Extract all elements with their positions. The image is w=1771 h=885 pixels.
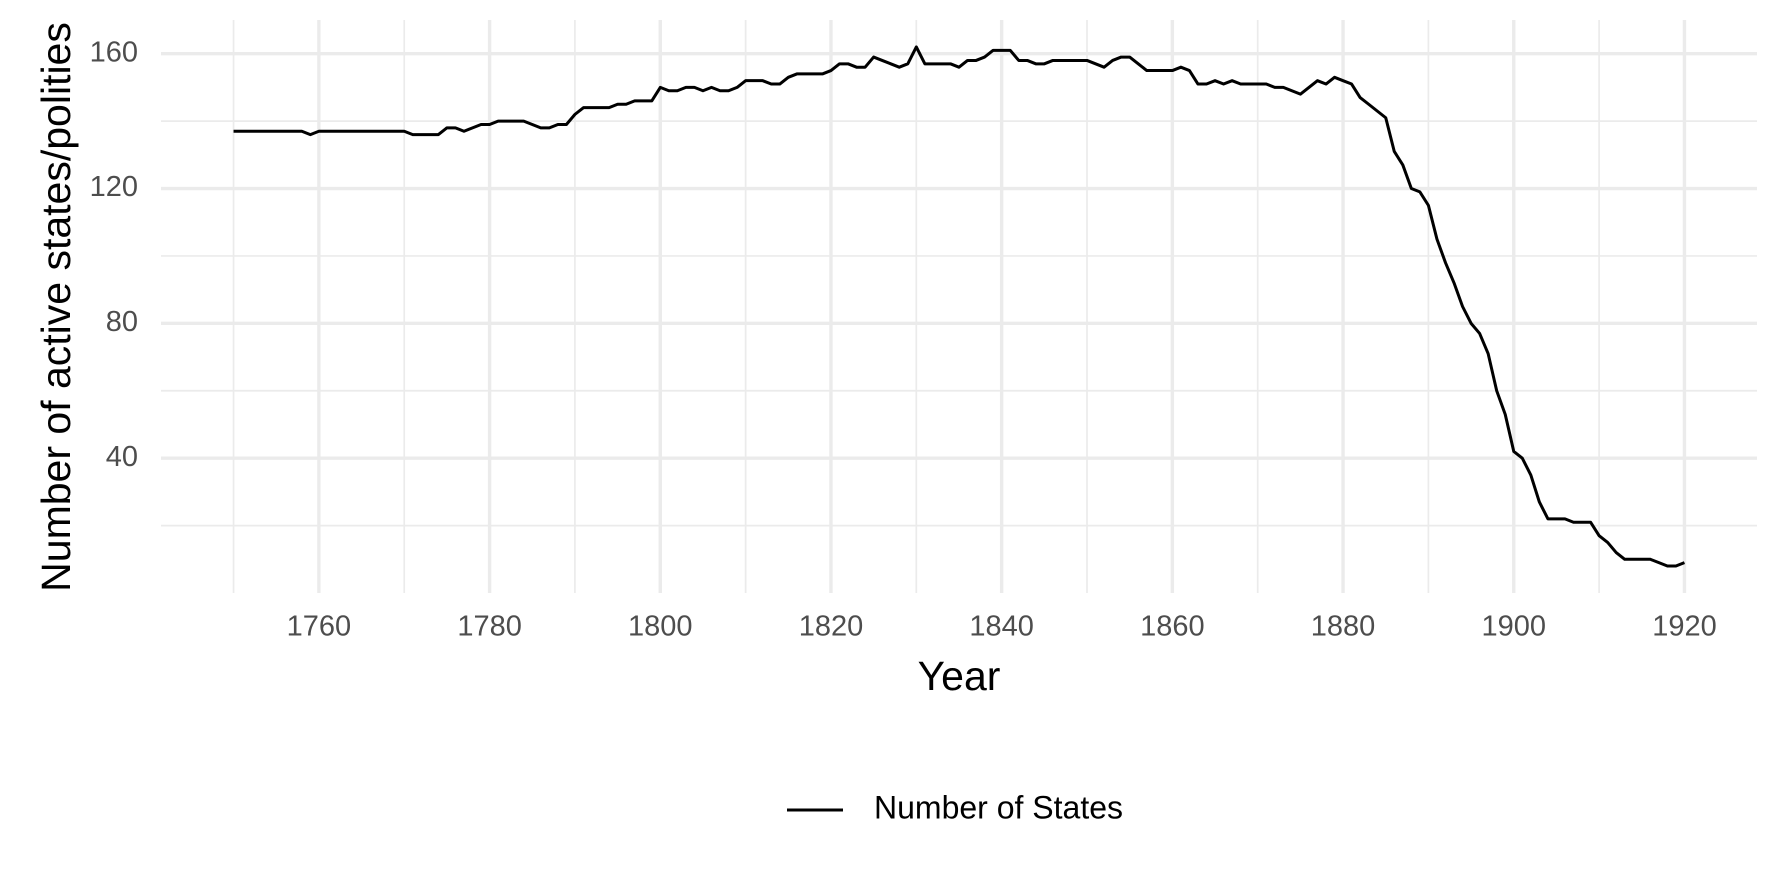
x-tick-label: 1860 bbox=[1140, 611, 1205, 643]
y-tick-label: 40 bbox=[106, 441, 138, 473]
y-tick-label: 120 bbox=[90, 171, 138, 203]
y-tick-label: 80 bbox=[106, 306, 138, 338]
y-tick-label: 160 bbox=[90, 36, 138, 68]
x-axis-title: Year bbox=[918, 653, 1001, 699]
x-tick-label: 1880 bbox=[1311, 611, 1376, 643]
x-tick-label: 1820 bbox=[799, 611, 864, 643]
x-tick-label: 1800 bbox=[628, 611, 693, 643]
data-line bbox=[233, 45, 1686, 568]
x-tick-label: 1920 bbox=[1652, 611, 1717, 643]
y-axis-title: Number of active states/polities bbox=[33, 22, 79, 592]
x-tick-label: 1780 bbox=[457, 611, 522, 643]
x-tick-label: 1840 bbox=[969, 611, 1034, 643]
legend-label: Number of States bbox=[874, 789, 1123, 825]
x-tick-label: 1900 bbox=[1482, 611, 1547, 643]
x-tick-label: 1760 bbox=[287, 611, 352, 643]
